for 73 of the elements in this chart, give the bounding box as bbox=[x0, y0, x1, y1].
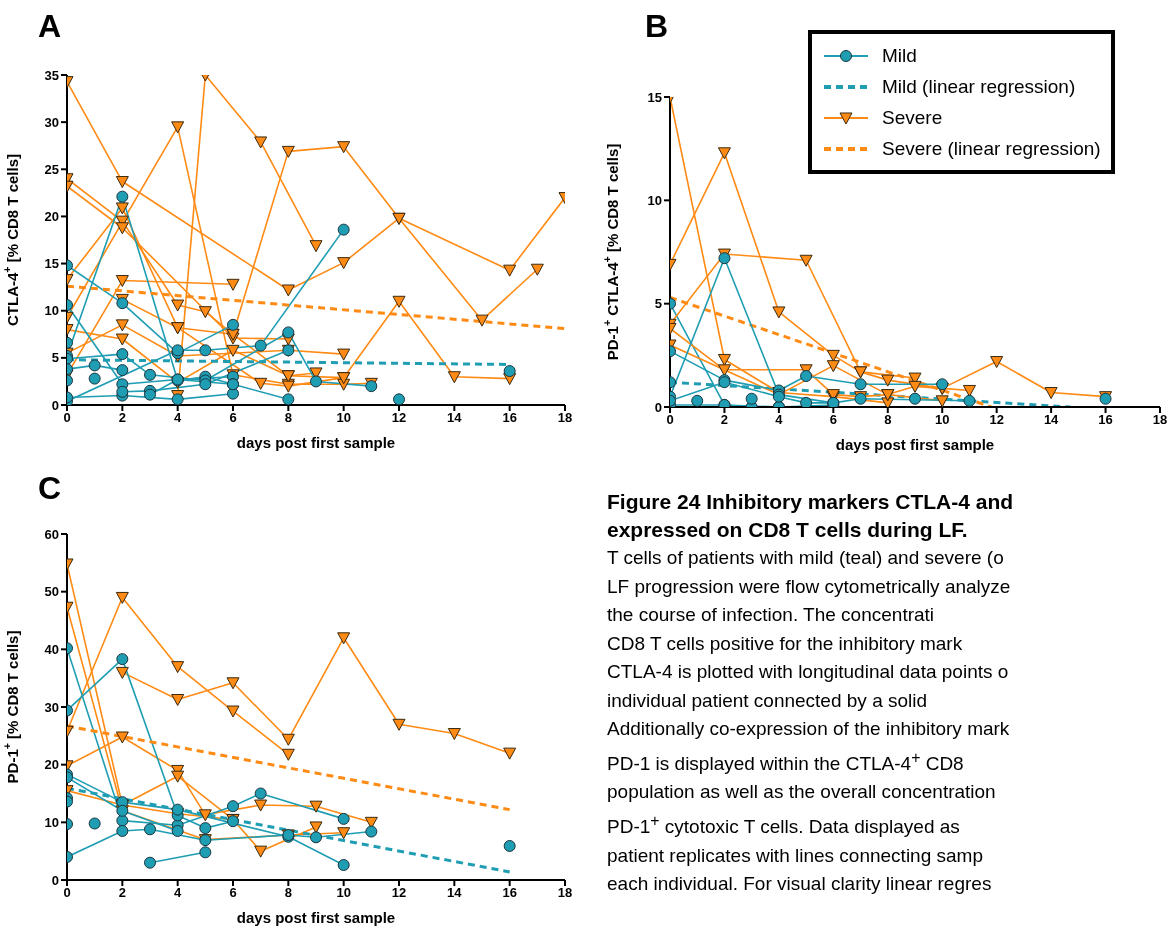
x-tick-label: 12 bbox=[989, 412, 1004, 428]
text: individual patient connected by a solid bbox=[607, 688, 929, 713]
text: population as well as the overall concentration bbox=[607, 780, 997, 805]
text: T cells of patients with mild (teal) and severe (o bbox=[607, 546, 1005, 570]
chart-title: C bbox=[38, 470, 62, 507]
y-tick-label: 30 bbox=[44, 699, 59, 715]
x-tick-label: 10 bbox=[934, 412, 950, 428]
x-tick-label: 10 bbox=[336, 410, 351, 426]
y-tick-label: 5 bbox=[654, 296, 662, 312]
legend-label: Mild (linear regression) bbox=[882, 75, 1076, 98]
x-tick-label: 8 bbox=[284, 885, 292, 901]
y-tick-label: 0 bbox=[51, 872, 59, 888]
text: the course of infection. The concentrati bbox=[607, 603, 936, 627]
x-tick-label: 4 bbox=[775, 412, 784, 428]
y-tick-label: 20 bbox=[44, 757, 59, 773]
x-tick-label: 10 bbox=[336, 885, 351, 901]
x-tick-label: 8 bbox=[284, 410, 292, 426]
y-tick-label: 10 bbox=[44, 814, 59, 830]
x-axis-title: days post first sample bbox=[236, 909, 396, 926]
x-tick-label: 18 bbox=[557, 410, 573, 426]
y-tick-label: 15 bbox=[44, 256, 59, 272]
x-tick-label: 16 bbox=[1098, 412, 1113, 428]
x-tick-label: 16 bbox=[502, 885, 517, 901]
x-tick-label: 12 bbox=[391, 410, 407, 426]
y-tick-label: 10 bbox=[44, 303, 59, 319]
x-tick-label: 6 bbox=[229, 885, 237, 901]
x-tick-label: 14 bbox=[447, 410, 463, 426]
x-tick-label: 2 bbox=[720, 412, 729, 428]
x-axis-title: days post first sample bbox=[835, 436, 995, 453]
legend-label: Severe (linear regression) bbox=[882, 137, 1101, 160]
text: PD-1 is displayed within the CTLA-4$^{+}$ CD8 bbox=[607, 747, 965, 776]
text: expressed on CD8 T cells during LF. bbox=[607, 517, 969, 543]
x-tick-label: 6 bbox=[229, 410, 237, 426]
y-tick-label: 40 bbox=[44, 641, 59, 657]
x-tick-label: 6 bbox=[829, 412, 837, 428]
chart-title: A bbox=[38, 8, 62, 45]
x-tick-label: 0 bbox=[666, 412, 674, 428]
x-tick-label: 18 bbox=[1152, 412, 1168, 428]
y-tick-label: 60 bbox=[44, 526, 59, 542]
chart-title: B bbox=[645, 8, 669, 45]
x-tick-label: 16 bbox=[502, 410, 517, 426]
text: Additionally co-expression of the inhibitory mark bbox=[607, 717, 1011, 741]
text: CD8 T cells positive for the inhibitory mark bbox=[607, 631, 964, 656]
x-tick-label: 14 bbox=[1043, 412, 1060, 428]
x-tick-label: 4 bbox=[174, 885, 183, 901]
x-tick-label: 0 bbox=[63, 410, 71, 426]
x-tick-label: 4 bbox=[174, 410, 183, 426]
y-tick-label: 0 bbox=[51, 397, 59, 413]
y-tick-label: 35 bbox=[44, 67, 59, 83]
y-tick-label: 5 bbox=[51, 350, 59, 366]
y-tick-label: 20 bbox=[44, 209, 59, 225]
text: Figure 24 Inhibitory markers CTLA-4 and bbox=[607, 489, 1015, 515]
legend-label: Severe bbox=[882, 106, 943, 129]
y-tick-label: 10 bbox=[647, 192, 662, 208]
x-tick-label: 14 bbox=[447, 885, 463, 901]
text: CTLA-4 is plotted with longitudinal data points o bbox=[607, 660, 1010, 684]
x-tick-label: 2 bbox=[118, 410, 126, 426]
y-tick-label: 0 bbox=[654, 399, 662, 415]
y-tick-label: 30 bbox=[44, 114, 59, 130]
x-tick-label: 18 bbox=[557, 885, 573, 901]
y-tick-label: 50 bbox=[44, 584, 59, 600]
x-tick-label: 12 bbox=[391, 885, 407, 901]
text: each individual. For visual clarity linear regres bbox=[607, 872, 993, 897]
text: patient replicates with lines connecting samp bbox=[607, 843, 984, 868]
y-tick-label: 25 bbox=[44, 161, 59, 177]
x-tick-label: 8 bbox=[884, 412, 892, 428]
y-tick-label: 15 bbox=[647, 89, 662, 105]
x-axis-title: days post first sample bbox=[236, 434, 396, 451]
text: LF progression were flow cytometrically analyze bbox=[607, 574, 1012, 599]
text: PD-1$^{+}$ cytotoxic T cells. Data displayed as bbox=[607, 810, 961, 840]
x-tick-label: 0 bbox=[63, 885, 71, 901]
x-tick-label: 2 bbox=[118, 885, 126, 901]
legend-label: Mild bbox=[882, 44, 917, 67]
